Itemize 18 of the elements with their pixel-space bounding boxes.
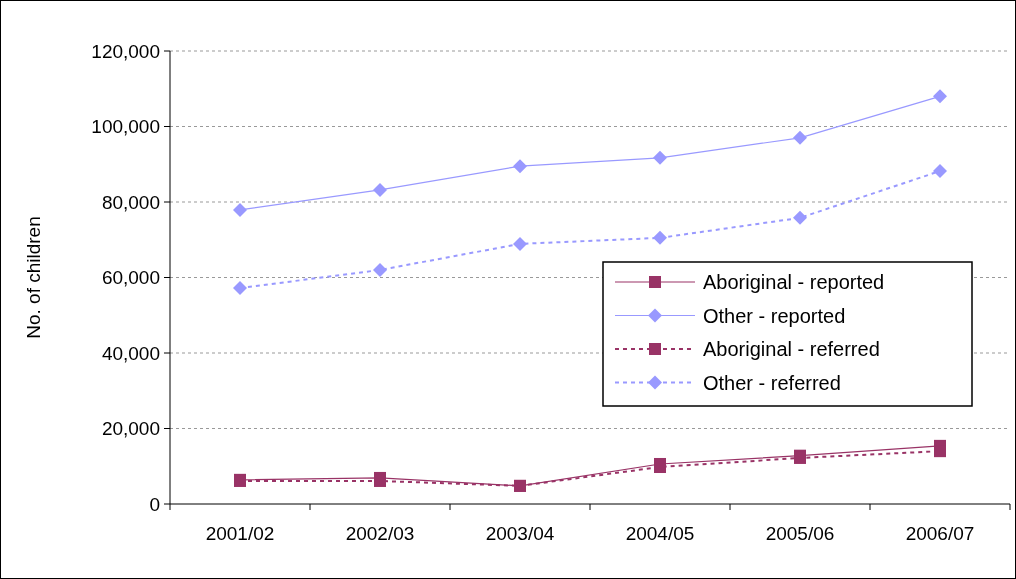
y-tick-label: 80,000	[101, 191, 160, 213]
legend-label: Aboriginal - reported	[703, 271, 885, 293]
x-tick-label: 2002/03	[345, 523, 415, 544]
legend-label: Aboriginal - referred	[703, 338, 880, 360]
x-tick-label: 2003/04	[485, 523, 555, 544]
x-tick-label: 2004/05	[625, 523, 695, 544]
y-tick-label: 0	[149, 493, 160, 515]
y-axis-title: No. of children	[23, 216, 44, 339]
y-tick-label: 40,000	[101, 342, 160, 364]
x-tick-label: 2006/07	[905, 523, 975, 544]
legend-label: Other - reported	[703, 304, 846, 327]
legend-label: Other - referred	[703, 371, 841, 394]
y-tick-label: 20,000	[101, 418, 160, 440]
y-tick-label: 120,000	[91, 40, 160, 62]
x-tick-label: 2005/06	[765, 523, 835, 544]
x-tick-label: 2001/02	[205, 523, 275, 544]
y-tick-label: 100,000	[91, 116, 160, 138]
y-tick-label: 60,000	[101, 267, 160, 289]
